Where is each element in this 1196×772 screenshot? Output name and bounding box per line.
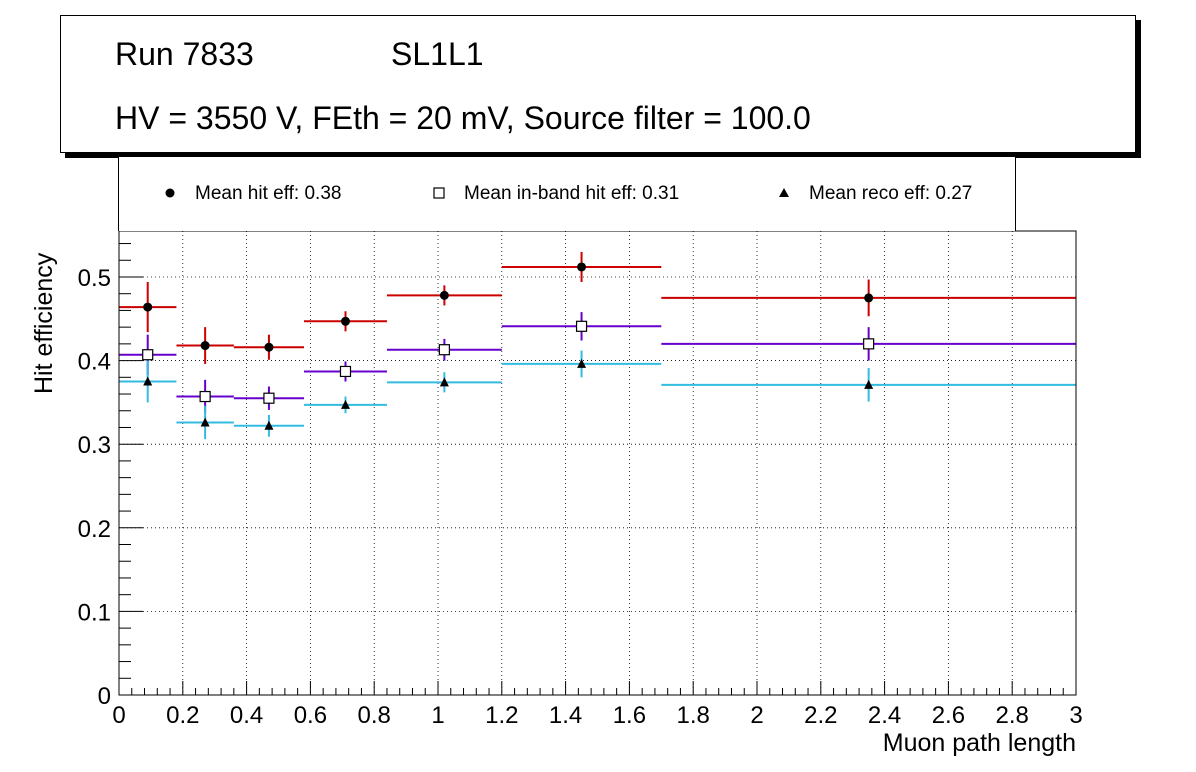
data-point <box>142 349 154 361</box>
data-point <box>340 399 350 409</box>
data-point <box>263 392 275 404</box>
x-tick-label: 0 <box>112 702 125 729</box>
x-tick-label: 0.2 <box>166 702 199 729</box>
data-point <box>439 290 449 300</box>
legend-label-inband: Mean in-band hit eff: 0.31 <box>464 183 680 204</box>
data-point <box>439 377 449 387</box>
x-tick-label: 2.8 <box>996 702 1029 729</box>
legend-entry-hit: Mean hit eff: 0.38 <box>165 183 342 205</box>
data-point <box>143 302 153 312</box>
data-point <box>577 358 587 368</box>
axes: 0 0.2 0.4 0.6 0.8 1 1.2 1.4 1.6 1.8 2 2.2 2.4 2.6 2.8 3… <box>78 243 1083 729</box>
data-point <box>340 316 350 326</box>
x-tick-label: 2.6 <box>932 702 965 729</box>
y-tick-label: 0 <box>98 683 111 710</box>
series-layer <box>119 251 1076 440</box>
series-hit <box>119 251 1076 364</box>
title-box: Run 7833 SL1L1 HV = 3550 V, FEth = 20 mV… <box>60 15 1136 153</box>
data-point <box>438 344 450 356</box>
legend-entry-inband: Mean in-band hit eff: 0.31 <box>433 183 680 205</box>
data-point <box>199 390 211 403</box>
data-point <box>264 420 274 430</box>
data-point <box>264 342 274 352</box>
data-point <box>575 320 588 332</box>
plot-frame <box>118 230 1077 696</box>
x-tick-label: 1.4 <box>549 702 582 729</box>
legend-label-reco: Mean reco eff: 0.27 <box>809 183 973 204</box>
x-tick-label: 0.6 <box>294 702 327 729</box>
y-tick-label: 0.3 <box>78 432 111 459</box>
data-point <box>863 338 875 350</box>
y-tick-label: 0.5 <box>78 265 111 292</box>
y-axis-label: Hit efficiency <box>30 252 58 394</box>
y-tick-label: 0.2 <box>78 516 111 543</box>
data-point <box>200 341 210 351</box>
data-point <box>339 365 352 378</box>
x-tick-label: 1.2 <box>485 702 518 729</box>
x-tick-label: 0.4 <box>230 702 263 729</box>
x-tick-label: 2.4 <box>868 702 901 729</box>
data-point <box>864 379 874 389</box>
x-axis-label: Muon path length <box>883 729 1076 757</box>
y-tick-label: 0.1 <box>78 599 111 626</box>
y-tick-label: 0.4 <box>78 349 111 376</box>
x-tick-label: 0.8 <box>358 702 391 729</box>
triangle-marker-icon <box>779 188 789 197</box>
legend-label-hit: Mean hit eff: 0.38 <box>195 183 342 204</box>
data-point <box>200 417 210 427</box>
square-marker-icon <box>433 187 445 199</box>
legend: Mean hit eff: 0.38 Mean in-band hit eff:… <box>118 157 1016 231</box>
conditions-label: HV = 3550 V, FEth = 20 mV, Source filter… <box>115 100 811 136</box>
legend-entry-reco: Mean reco eff: 0.27 <box>779 183 973 205</box>
grid <box>119 231 1076 695</box>
run-label: Run 7833 <box>115 36 254 72</box>
circle-marker-icon <box>165 188 175 198</box>
data-point <box>864 293 874 303</box>
data-point <box>143 376 153 386</box>
x-tick-label: 2 <box>750 702 763 729</box>
x-tick-label: 3 <box>1069 702 1082 729</box>
x-tick-label: 2.2 <box>804 702 837 729</box>
x-tick-label: 1 <box>431 702 444 729</box>
data-point <box>577 262 587 272</box>
x-tick-label: 1.8 <box>677 702 710 729</box>
layer-label: SL1L1 <box>391 36 484 72</box>
series-reco <box>119 350 1076 440</box>
series-inband <box>119 312 1076 414</box>
x-tick-label: 1.6 <box>613 702 646 729</box>
